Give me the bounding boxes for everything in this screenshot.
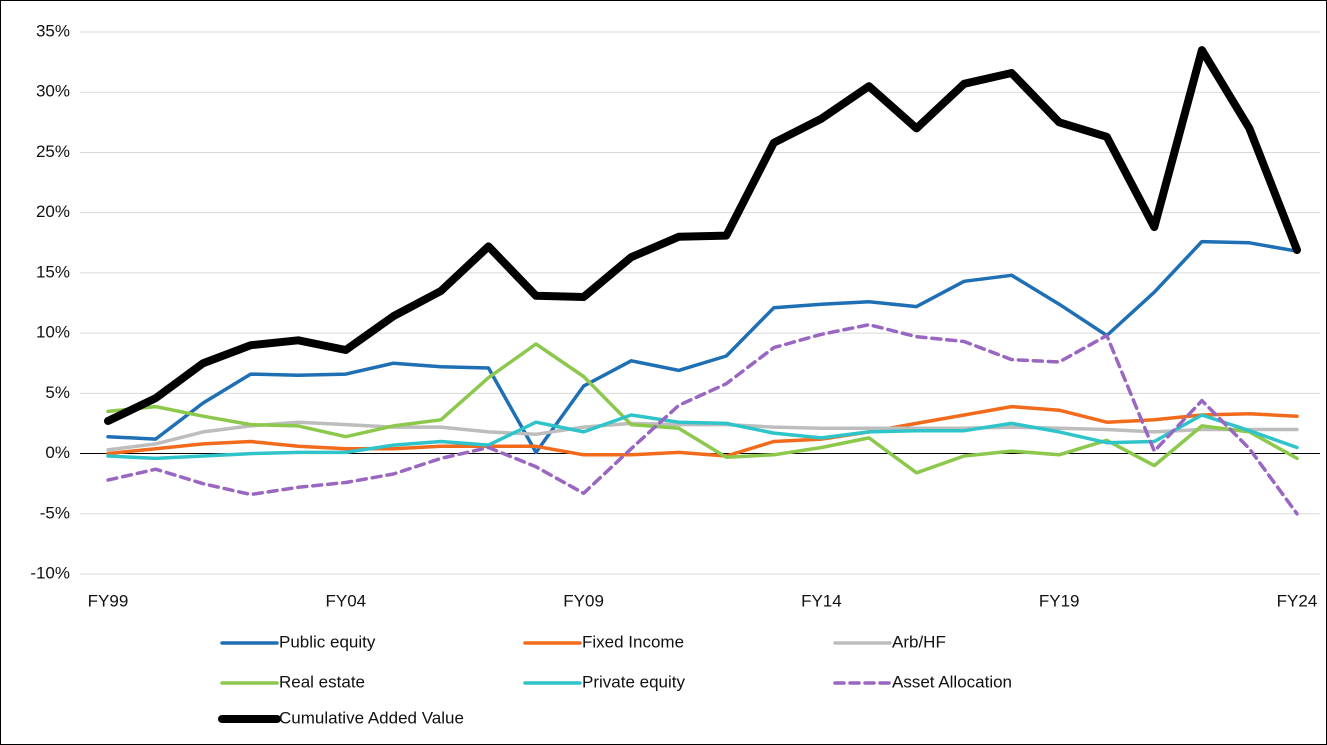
series-line xyxy=(106,322,1299,516)
legend-label: Private equity xyxy=(582,672,685,691)
legend-label: Arb/HF xyxy=(892,632,946,651)
series-line xyxy=(106,413,1299,461)
y-tick-label: 10% xyxy=(36,323,70,342)
legend-label: Cumulative Added Value xyxy=(279,708,464,727)
y-tick-label: 15% xyxy=(36,262,70,281)
y-tick-label: 35% xyxy=(36,21,70,40)
y-tick-label: 30% xyxy=(36,82,70,101)
series-line xyxy=(104,46,1301,425)
legend-label: Real estate xyxy=(279,672,365,691)
legend-label: Fixed Income xyxy=(582,632,684,651)
legend-label: Asset Allocation xyxy=(892,672,1012,691)
x-tick-label: FY99 xyxy=(88,591,129,610)
x-tick-label: FY04 xyxy=(325,591,366,610)
x-tick-label: FY14 xyxy=(801,591,842,610)
y-tick-label: 0% xyxy=(45,443,70,462)
x-tick-label: FY19 xyxy=(1039,591,1080,610)
series-line xyxy=(106,342,1299,475)
x-tick-label: FY09 xyxy=(563,591,604,610)
series-line xyxy=(106,239,1299,455)
legend-label: Public equity xyxy=(279,632,376,651)
y-tick-label: 5% xyxy=(45,383,70,402)
series-line xyxy=(106,404,1299,458)
y-tick-label: -5% xyxy=(40,503,70,522)
y-tick-label: -10% xyxy=(30,563,70,582)
x-tick-label: FY24 xyxy=(1277,591,1318,610)
series-line xyxy=(106,420,1299,452)
y-tick-label: 20% xyxy=(36,202,70,221)
y-tick-label: 25% xyxy=(36,142,70,161)
